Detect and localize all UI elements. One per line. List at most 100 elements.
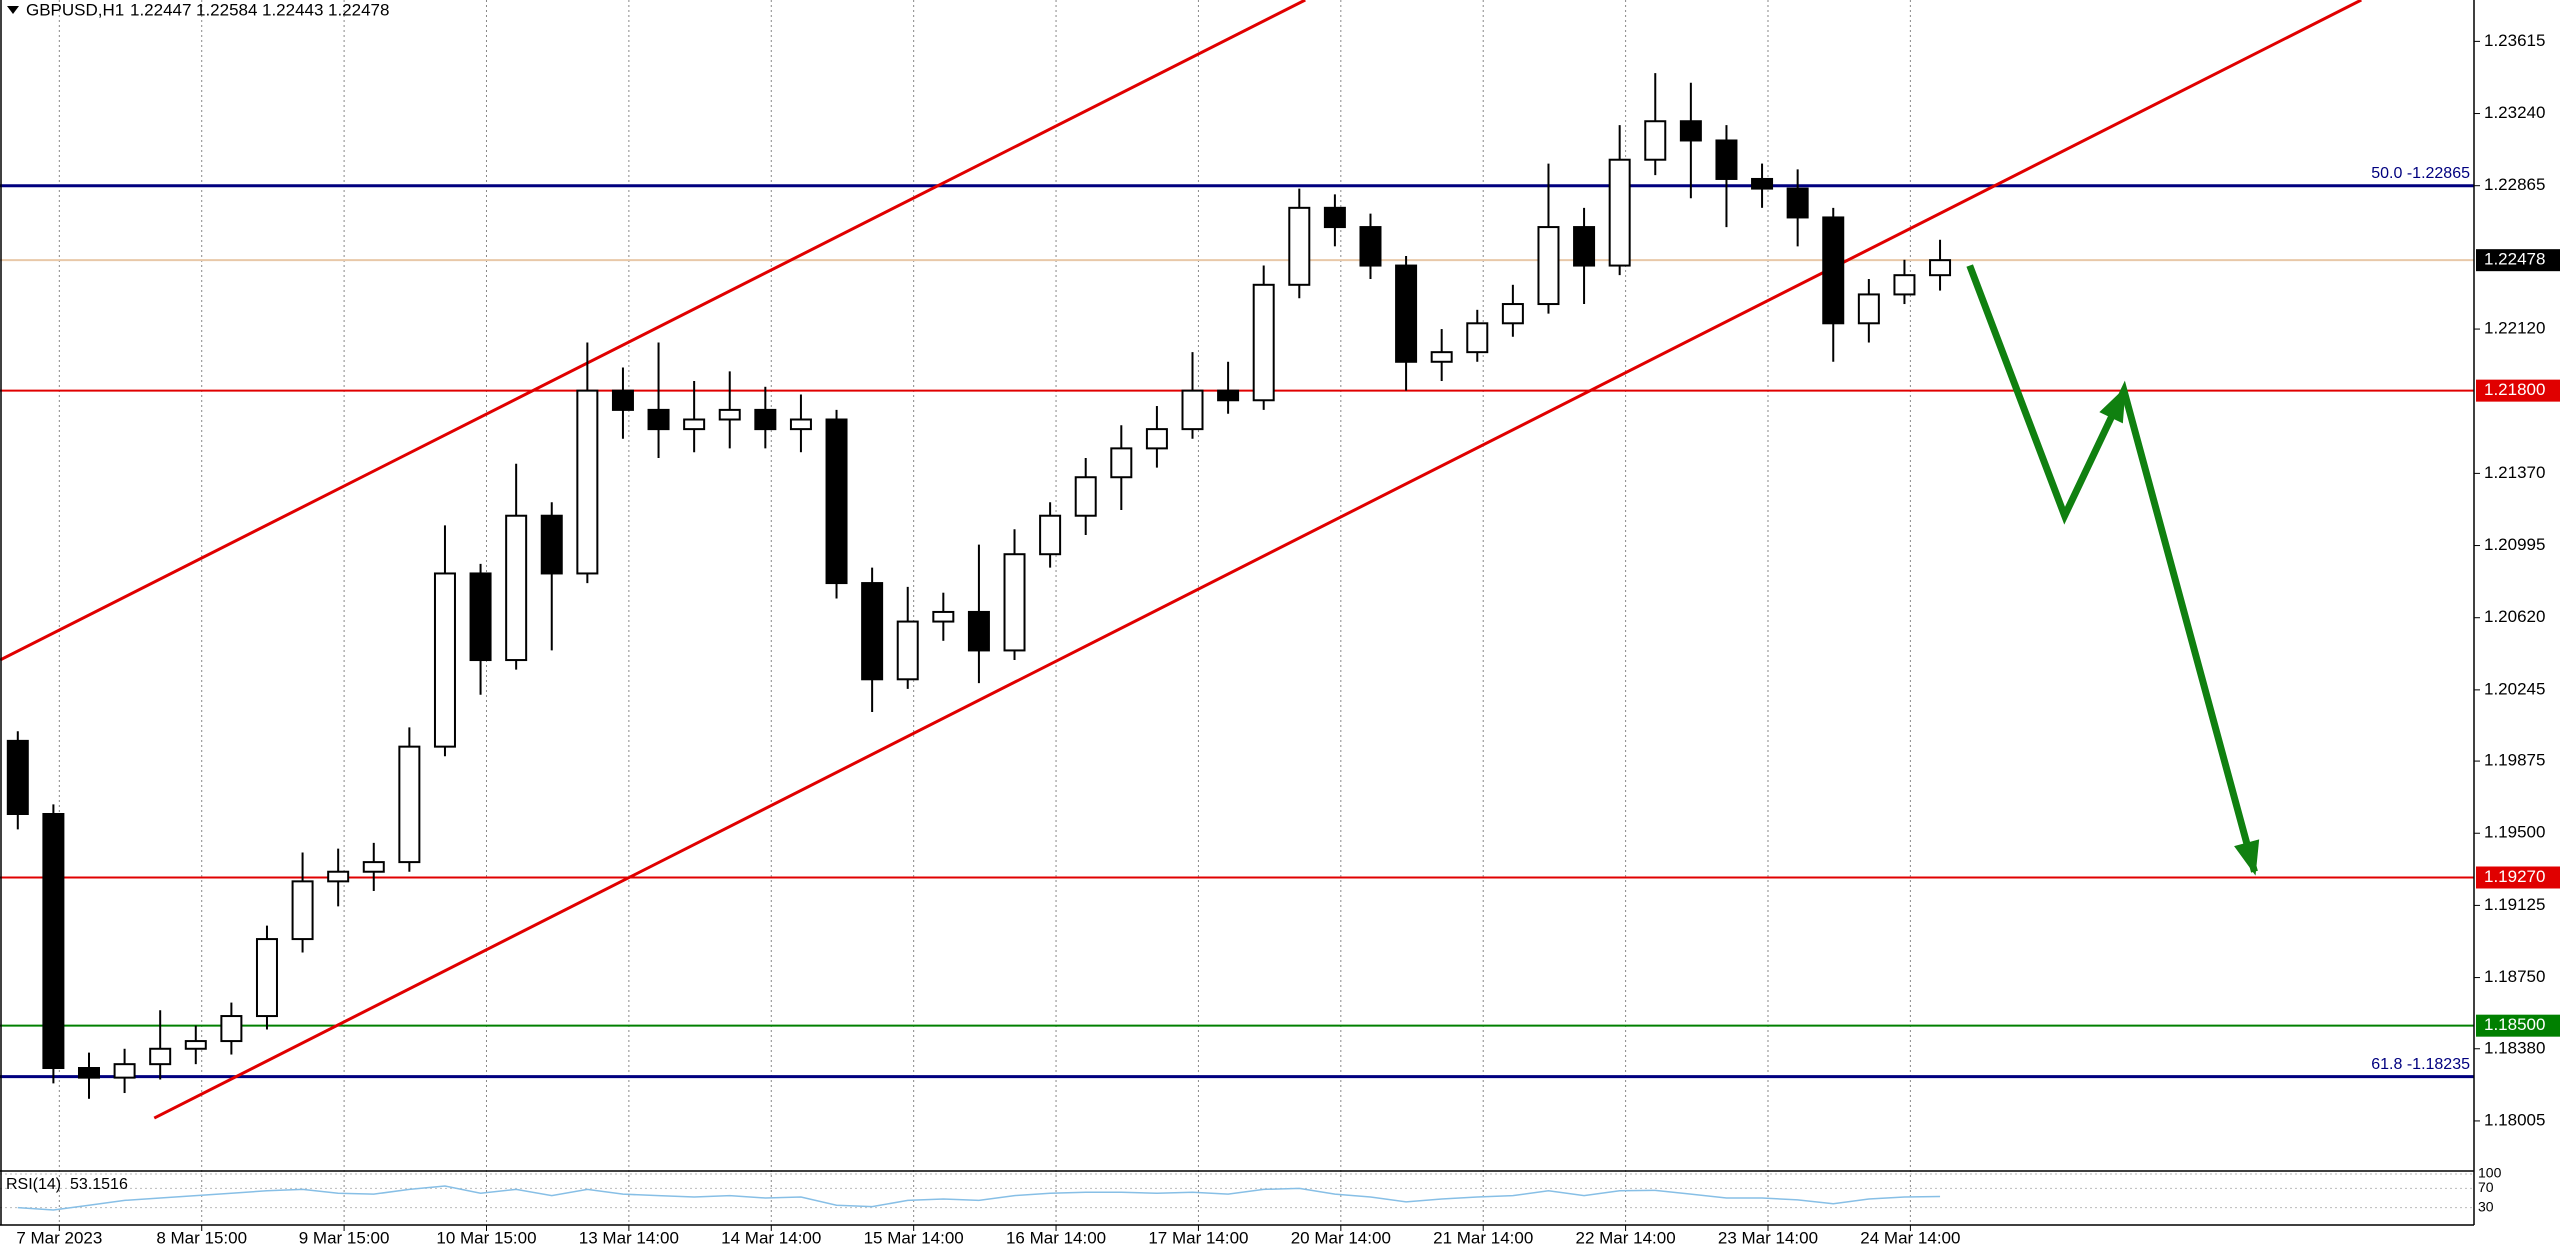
candle-body — [327, 870, 350, 883]
header-low: 1.22443 — [262, 0, 323, 19]
y-tick-label: 1.19500 — [2484, 823, 2545, 842]
rsi-label: RSI(14) — [6, 1176, 61, 1193]
header-high: 1.22584 — [196, 0, 257, 19]
candle-body — [505, 514, 528, 662]
candle-body — [113, 1063, 136, 1079]
candle-body — [540, 514, 563, 575]
projection-arrowhead — [2234, 839, 2260, 876]
y-tick-label: 1.23240 — [2484, 103, 2545, 122]
candle-body — [255, 938, 278, 1018]
x-tick-label: 20 Mar 14:00 — [1291, 1228, 1391, 1247]
candle-body — [1715, 139, 1738, 180]
candle-body — [611, 389, 634, 411]
candle-body — [861, 582, 884, 681]
x-tick-label: 22 Mar 14:00 — [1576, 1228, 1676, 1247]
x-tick-label: 16 Mar 14:00 — [1006, 1228, 1106, 1247]
candle-body — [647, 408, 670, 431]
trend-line — [153, 0, 2362, 1120]
candle-body — [1252, 283, 1275, 402]
x-tick-label: 10 Mar 15:00 — [436, 1228, 536, 1247]
level-price-box — [2476, 1014, 2560, 1037]
y-tick-label: 1.23615 — [2484, 31, 2545, 50]
candle-body — [1323, 206, 1346, 229]
candle-body — [1822, 216, 1845, 325]
y-tick-label: 1.22120 — [2484, 319, 2545, 338]
level-price-box — [2476, 379, 2560, 402]
rsi-tick-label: 30 — [2478, 1198, 2494, 1214]
trend-line — [0, 0, 1306, 662]
candle-body — [1501, 303, 1524, 325]
candle-body — [825, 418, 848, 585]
candle-body — [42, 812, 65, 1070]
candle-body — [1288, 206, 1311, 286]
candle-body — [1644, 120, 1667, 161]
candle-body — [1430, 351, 1453, 363]
header-symbol: GBPUSD,H1 — [26, 0, 124, 19]
candle-body — [576, 389, 599, 575]
candle-body — [1679, 120, 1702, 142]
level-label: 61.8 -1.18235 — [2371, 1056, 2470, 1073]
candle-body — [1217, 389, 1240, 402]
candle-body — [1359, 226, 1382, 267]
candle-body — [1573, 226, 1596, 267]
candle-body — [1003, 553, 1026, 652]
candle-body — [1039, 514, 1062, 556]
header-close: 1.22478 — [328, 0, 389, 19]
x-tick-label: 14 Mar 14:00 — [721, 1228, 821, 1247]
candle-body — [6, 739, 29, 815]
candle-body — [754, 408, 777, 431]
candle-body — [932, 610, 955, 623]
y-tick-label: 1.19875 — [2484, 751, 2545, 770]
candle-body — [398, 745, 421, 864]
candle-body — [220, 1015, 243, 1043]
candle-body — [362, 861, 385, 873]
rsi-tick-label: 70 — [2478, 1179, 2494, 1195]
candle-body — [469, 572, 492, 662]
level-price-label: 1.21800 — [2484, 380, 2545, 399]
x-tick-label: 7 Mar 2023 — [16, 1228, 102, 1247]
x-tick-label: 8 Mar 15:00 — [156, 1228, 247, 1247]
x-tick-label: 21 Mar 14:00 — [1433, 1228, 1533, 1247]
candle-body — [1608, 158, 1631, 267]
candle-body — [1074, 476, 1097, 517]
candle-body — [1110, 447, 1133, 479]
candle-body — [1145, 428, 1168, 450]
candle-body — [433, 572, 456, 748]
candle-body — [1751, 177, 1774, 190]
candle-body — [896, 620, 919, 681]
level-price-box — [2476, 866, 2560, 889]
candle-body — [967, 610, 990, 652]
candle-body — [1929, 259, 1952, 277]
y-tick-label: 1.22865 — [2484, 175, 2545, 194]
level-label: 50.0 -1.22865 — [2371, 165, 2470, 182]
level-price-label: 1.19270 — [2484, 867, 2545, 886]
candle-body — [1466, 322, 1489, 354]
current-price-box — [2476, 249, 2560, 272]
level-price-label: 1.18500 — [2484, 1015, 2545, 1034]
candle-body — [1537, 226, 1560, 306]
candle-body — [1395, 264, 1418, 363]
x-tick-label: 13 Mar 14:00 — [579, 1228, 679, 1247]
candle-body — [1181, 389, 1204, 431]
candle-body — [1893, 274, 1916, 296]
plot-area — [0, 0, 2474, 1120]
candle-body — [718, 408, 741, 421]
rsi-value: 53.1516 — [70, 1176, 128, 1193]
x-tick-label: 9 Mar 15:00 — [299, 1228, 390, 1247]
candle-body — [1857, 293, 1880, 325]
candle-body — [77, 1067, 100, 1079]
candle-body — [1786, 187, 1809, 219]
x-tick-label: 23 Mar 14:00 — [1718, 1228, 1818, 1247]
y-tick-label: 1.20245 — [2484, 679, 2545, 698]
header-open: 1.22447 — [130, 0, 191, 19]
candle-body — [291, 880, 314, 941]
candle-body — [149, 1047, 172, 1066]
y-tick-label: 1.18005 — [2484, 1110, 2545, 1129]
rsi-line — [17, 1185, 1941, 1211]
x-tick-label: 24 Mar 14:00 — [1860, 1228, 1960, 1247]
candle-body — [683, 418, 706, 431]
